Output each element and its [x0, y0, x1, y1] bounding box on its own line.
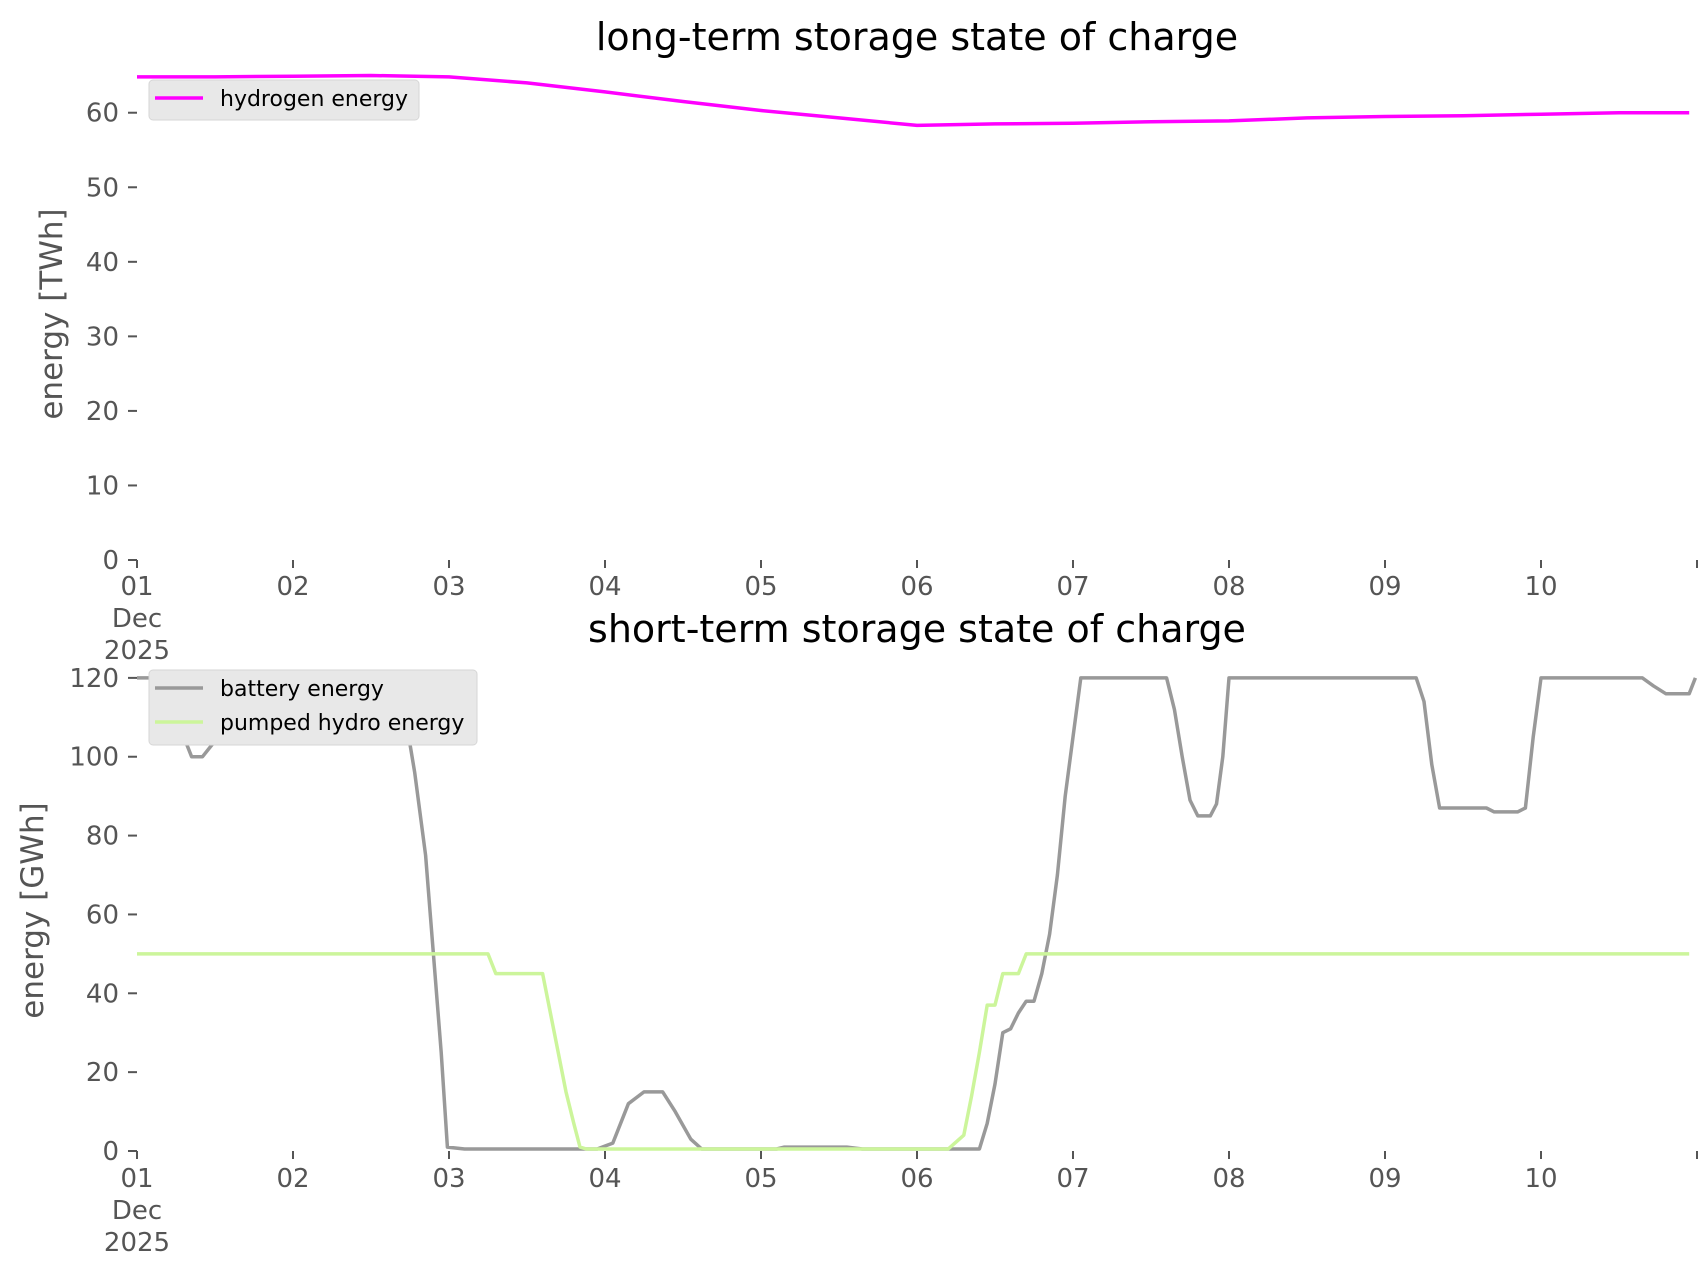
legend-box-2: [148, 669, 478, 746]
x-tick-label-1-5-0: 06: [900, 572, 933, 602]
x-tick-label-1-0-1: Dec: [112, 604, 162, 634]
x-tick-label-2-2-0: 03: [432, 1164, 465, 1194]
x-tick-label-2-9-0: 10: [1524, 1164, 1557, 1194]
x-tick-label-1-6-0: 07: [1056, 572, 1089, 602]
x-tick-label-2-4-0: 05: [744, 1164, 777, 1194]
y-axis-label-2: energy [GWh]: [15, 802, 51, 1018]
x-tick-label-1-9-0: 10: [1524, 572, 1557, 602]
chart-title-2: short-term storage state of charge: [588, 607, 1246, 651]
y-axis-label-1: energy [TWh]: [34, 208, 70, 419]
legend-label-1-1: hydrogen energy: [220, 87, 408, 112]
y-tick-label-1-30: 30: [86, 322, 119, 352]
x-tick-label-2-3-0: 04: [588, 1164, 621, 1194]
legend-label-2-2: pumped hydro energy: [220, 711, 464, 736]
x-tick-label-1-8-0: 09: [1368, 572, 1401, 602]
x-tick-label-2-0-1: Dec: [112, 1196, 162, 1226]
x-tick-label-1-0-0: 01: [120, 572, 153, 602]
y-tick-label-2-80: 80: [86, 822, 119, 852]
x-tick-label-1-1-0: 02: [276, 572, 309, 602]
legend-label-2-1: battery energy: [220, 677, 384, 702]
x-tick-label-1-2-0: 03: [432, 572, 465, 602]
x-tick-label-1-0-2: 2025: [104, 636, 170, 666]
y-tick-label-2-100: 100: [69, 743, 119, 773]
chart-title-1: long-term storage state of charge: [596, 15, 1238, 59]
x-tick-label-2-6-0: 07: [1056, 1164, 1089, 1194]
series-line-1-1: [137, 73, 1690, 128]
y-tick-label-1-60: 60: [86, 99, 119, 129]
y-tick-label-2-120: 120: [69, 664, 119, 694]
legend-box-1: [148, 79, 420, 121]
x-tick-label-2-7-0: 08: [1212, 1164, 1245, 1194]
x-tick-label-2-0-0: 01: [120, 1164, 153, 1194]
x-tick-label-1-4-0: 05: [744, 572, 777, 602]
x-tick-label-2-8-0: 09: [1368, 1164, 1401, 1194]
y-tick-label-1-10: 10: [86, 471, 119, 501]
y-tick-label-2-0: 0: [102, 1137, 119, 1167]
series-line-2-2: [137, 952, 1690, 1151]
y-tick-label-1-20: 20: [86, 397, 119, 427]
x-tick-label-1-7-0: 08: [1212, 572, 1245, 602]
x-tick-label-1-3-0: 04: [588, 572, 621, 602]
x-tick-label-2-0-2: 2025: [104, 1228, 170, 1258]
y-tick-label-1-40: 40: [86, 248, 119, 278]
series-line-2-1: [137, 676, 1698, 1151]
x-tick-label-2-1-0: 02: [276, 1164, 309, 1194]
y-tick-label-1-50: 50: [86, 173, 119, 203]
y-tick-label-2-60: 60: [86, 900, 119, 930]
y-tick-label-2-40: 40: [86, 979, 119, 1009]
y-tick-label-1-0: 0: [102, 546, 119, 576]
y-tick-label-2-20: 20: [86, 1058, 119, 1088]
x-tick-label-2-5-0: 06: [900, 1164, 933, 1194]
